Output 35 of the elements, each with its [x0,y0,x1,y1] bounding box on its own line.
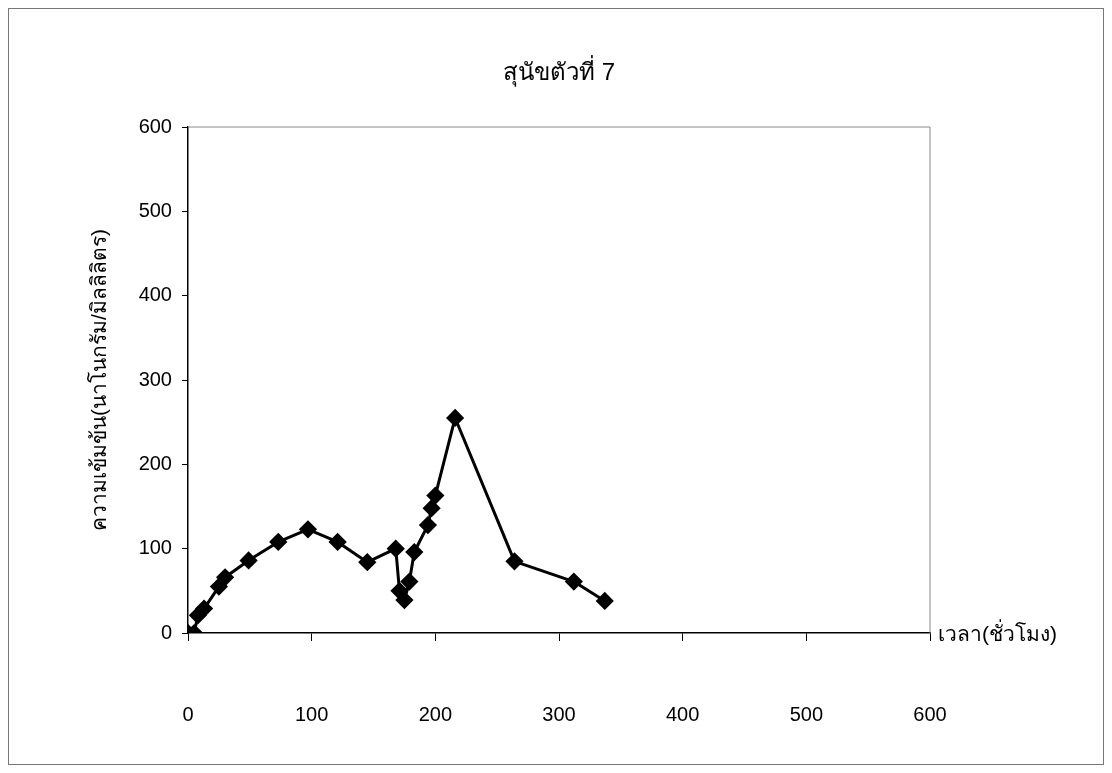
point [446,409,464,427]
point [400,573,418,591]
point [565,573,583,591]
point [195,600,213,618]
y-tick-label: 100 [138,536,172,559]
y-tick-label: 300 [138,367,172,390]
y-tick-label: 600 [138,114,172,137]
point [387,540,405,558]
point [505,552,523,570]
y-axis-title: ความเข้มข้น(นาโนกรัม/มิลลิลิตร) [86,229,110,531]
x-axis-title: เวลา(ชั่วโมง) [938,618,1057,645]
point [405,543,423,561]
x-tick-label: 200 [418,702,453,725]
chart-title: สุนัขตัวที่ 7 [502,54,616,87]
point [269,533,287,551]
point [240,551,258,569]
point [299,520,317,538]
point [395,591,413,609]
y-tick-label: 200 [138,451,172,474]
x-tick-label: 400 [665,702,700,725]
point [596,592,614,610]
x-tick-label: 600 [913,702,947,725]
y-tick-label: 500 [138,198,172,221]
point [419,516,437,534]
x-tick-label: 100 [294,702,329,725]
x-tick-label: 500 [789,702,824,725]
x-tick-label: 0 [182,702,194,725]
y-tick-label: 0 [160,620,172,643]
y-tick-label: 400 [138,283,172,306]
x-tick-label: 300 [542,702,576,725]
point [329,533,347,551]
point [216,568,234,586]
point [423,499,441,517]
point [426,487,444,505]
point [358,553,376,571]
